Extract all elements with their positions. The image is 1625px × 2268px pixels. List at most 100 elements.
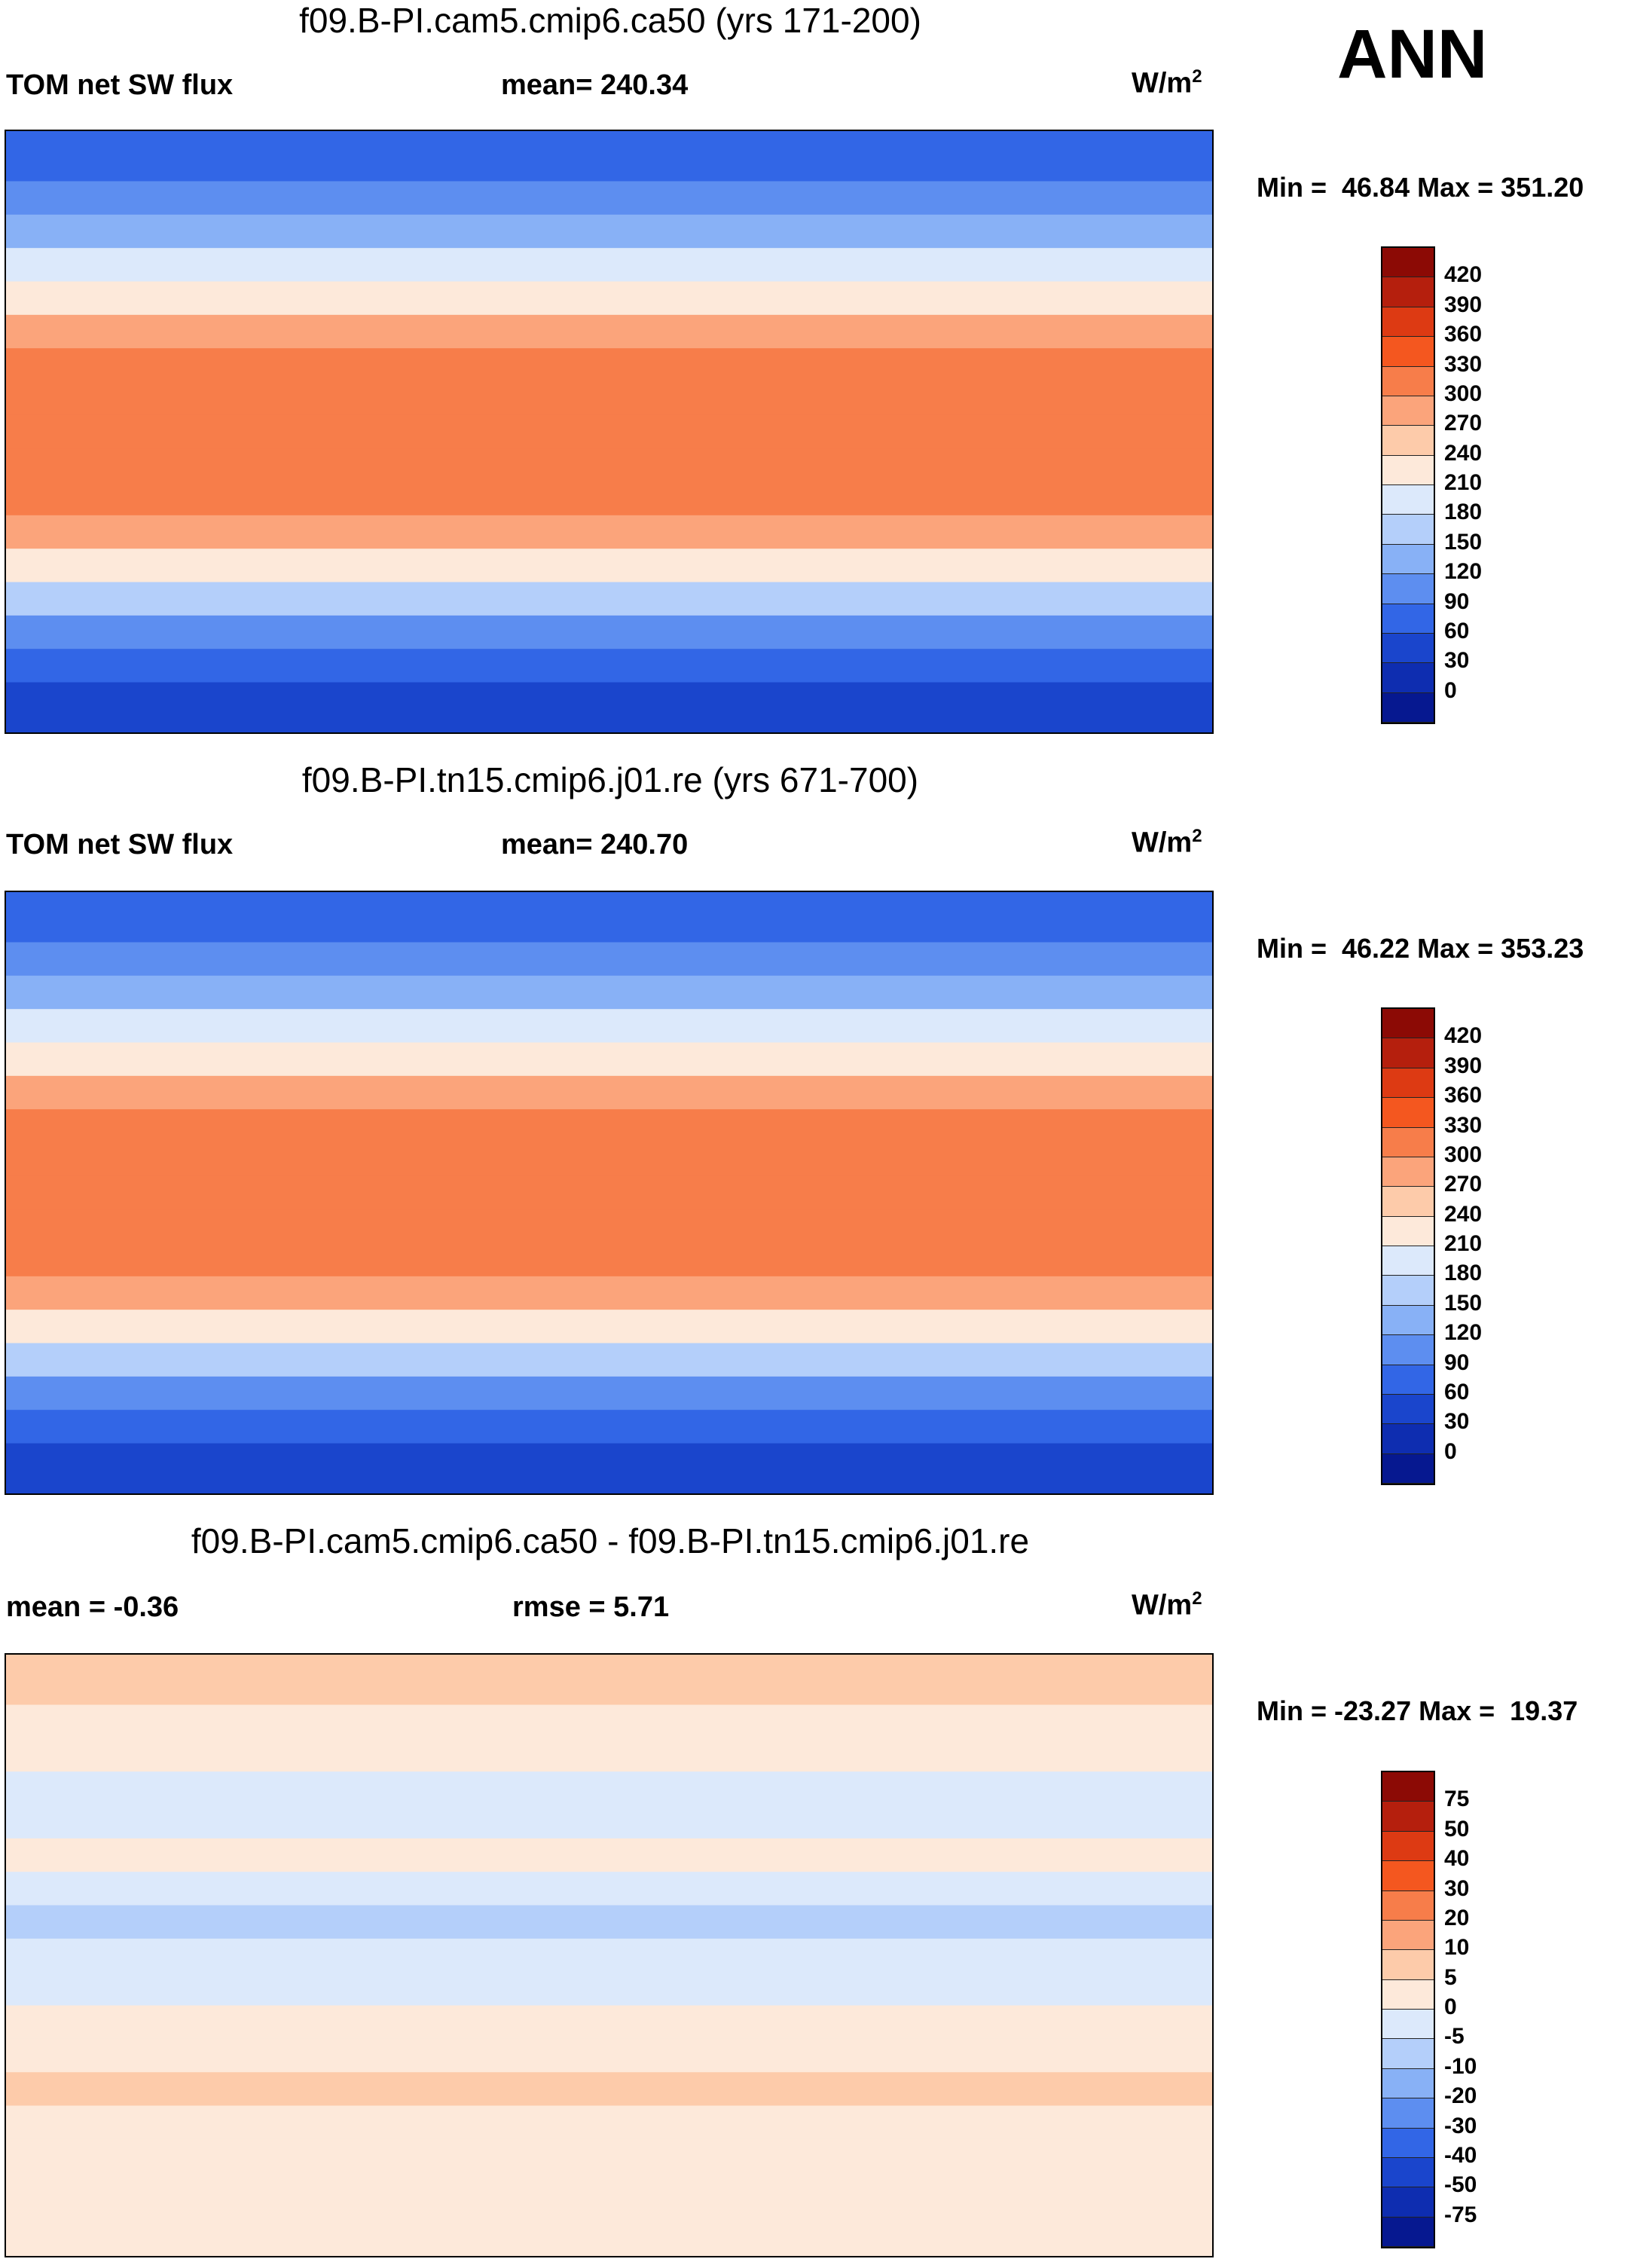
- colorbar-tick-label: 5: [1444, 1964, 1457, 1990]
- colorbar-box: [1382, 248, 1434, 278]
- panel-2-map: [5, 891, 1214, 1495]
- panel-1-colorbar: [1381, 246, 1435, 724]
- latitude-band: [6, 1009, 1212, 1044]
- latitude-band: [6, 1771, 1212, 1806]
- colorbar-box: [1382, 455, 1434, 485]
- colorbar-box: [1382, 2187, 1434, 2218]
- colorbar-tick-label: 300: [1444, 1142, 1483, 1167]
- colorbar-tick-label: 90: [1444, 1349, 1470, 1375]
- colorbar-tick-label: 10: [1444, 1935, 1470, 1961]
- panel-3-units: W/m2: [1132, 1588, 1202, 1622]
- colorbar-box: [1382, 1831, 1434, 1862]
- colorbar-box: [1382, 2217, 1434, 2247]
- colorbar-box: [1382, 1098, 1434, 1128]
- colorbar-tick-label: 270: [1444, 1172, 1483, 1197]
- panel-3-map: [5, 1653, 1214, 2257]
- latitude-band: [6, 381, 1212, 416]
- latitude-band: [6, 549, 1212, 583]
- panel-3-colorbar: [1381, 1771, 1435, 2248]
- latitude-band: [6, 1872, 1212, 1906]
- colorbar-box: [1382, 2157, 1434, 2188]
- colorbar-box: [1382, 692, 1434, 723]
- colorbar-tick-label: 120: [1444, 559, 1483, 585]
- latitude-band: [6, 1838, 1212, 1873]
- latitude-band: [6, 1443, 1212, 1493]
- latitude-band: [6, 1655, 1212, 1706]
- colorbar-box: [1382, 1861, 1434, 1891]
- panel-1-title: f09.B-PI.cam5.cmip6.ca50 (yrs 171-200): [299, 1, 921, 40]
- colorbar-tick-label: 40: [1444, 1846, 1470, 1872]
- latitude-band: [6, 131, 1212, 182]
- colorbar-box: [1382, 633, 1434, 664]
- latitude-band: [6, 975, 1212, 1010]
- colorbar-box: [1382, 1920, 1434, 1951]
- latitude-band: [6, 414, 1212, 450]
- latitude-band: [6, 582, 1212, 616]
- panel-3-minmax: Min = -23.27 Max = 19.37: [1257, 1695, 1578, 1726]
- colorbar-box: [1382, 515, 1434, 545]
- panel-3-mean-label: mean = -0.36: [6, 1591, 179, 1623]
- latitude-band: [6, 214, 1212, 249]
- latitude-band: [6, 2205, 1212, 2256]
- latitude-band: [6, 1310, 1212, 1344]
- colorbar-tick-label: 360: [1444, 322, 1483, 347]
- colorbar-box: [1382, 2039, 1434, 2069]
- latitude-band: [6, 1175, 1212, 1211]
- colorbar-box: [1382, 1187, 1434, 1217]
- latitude-band: [6, 2105, 1212, 2140]
- latitude-band: [6, 1805, 1212, 1839]
- latitude-band: [6, 1075, 1212, 1111]
- colorbar-tick-label: 360: [1444, 1083, 1483, 1108]
- colorbar-tick-label: 390: [1444, 292, 1483, 317]
- latitude-band: [6, 649, 1212, 683]
- latitude-band: [6, 248, 1212, 283]
- latitude-band: [6, 1109, 1212, 1144]
- colorbar-box: [1382, 544, 1434, 575]
- colorbar-tick-label: 30: [1444, 648, 1470, 674]
- colorbar-tick-label: -50: [1444, 2172, 1477, 2198]
- colorbar-tick-label: -75: [1444, 2202, 1477, 2227]
- colorbar-tick-label: 60: [1444, 618, 1470, 643]
- colorbar-box: [1382, 426, 1434, 456]
- colorbar-box: [1382, 2098, 1434, 2129]
- colorbar-tick-label: 50: [1444, 1816, 1470, 1842]
- latitude-band: [6, 515, 1212, 550]
- latitude-band: [6, 1704, 1212, 1739]
- latitude-band: [6, 281, 1212, 316]
- latitude-band: [6, 1938, 1212, 1973]
- latitude-band: [6, 1209, 1212, 1244]
- panel-2-map-svg: [6, 892, 1212, 1493]
- colorbar-box: [1382, 2128, 1434, 2158]
- latitude-band: [6, 2038, 1212, 2074]
- colorbar-tick-label: 420: [1444, 262, 1483, 288]
- panel-1-minmax: Min = 46.84 Max = 351.20: [1257, 172, 1584, 203]
- colorbar-box: [1382, 1305, 1434, 1336]
- colorbar-tick-label: 75: [1444, 1787, 1470, 1812]
- colorbar-tick-label: 0: [1444, 1994, 1457, 2019]
- latitude-band: [6, 2005, 1212, 2040]
- latitude-band: [6, 2172, 1212, 2207]
- colorbar-box: [1382, 277, 1434, 307]
- latitude-band: [6, 1905, 1212, 1939]
- colorbar-tick-label: 60: [1444, 1379, 1470, 1405]
- colorbar-tick-label: -20: [1444, 2083, 1477, 2109]
- colorbar-box: [1382, 1979, 1434, 2010]
- colorbar-box: [1382, 396, 1434, 426]
- panel-3-map-svg: [6, 1655, 1212, 2256]
- latitude-band: [6, 1343, 1212, 1377]
- panel-2-units: W/m2: [1132, 826, 1202, 859]
- colorbar-box: [1382, 1335, 1434, 1365]
- colorbar-tick-label: 240: [1444, 440, 1483, 466]
- colorbar-box: [1382, 307, 1434, 338]
- colorbar-box: [1382, 1246, 1434, 1276]
- colorbar-box: [1382, 1891, 1434, 1921]
- panel-2-minmax: Min = 46.22 Max = 353.23: [1257, 933, 1584, 964]
- colorbar-tick-label: 270: [1444, 411, 1483, 436]
- latitude-band: [6, 615, 1212, 650]
- colorbar-tick-label: -40: [1444, 2142, 1477, 2168]
- colorbar-box: [1382, 1068, 1434, 1099]
- panel-1-map: [5, 130, 1214, 734]
- colorbar-box: [1382, 1038, 1434, 1068]
- colorbar-tick-label: -30: [1444, 2113, 1477, 2138]
- colorbar-box: [1382, 604, 1434, 634]
